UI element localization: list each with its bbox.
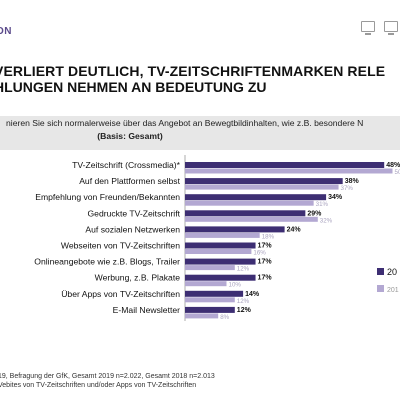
- data-label-2018: 8%: [220, 314, 229, 321]
- bar-2019: [185, 178, 343, 185]
- bar-2019: [185, 258, 256, 265]
- data-label-2019: 29%: [307, 210, 322, 217]
- bar-2018: [185, 168, 393, 174]
- bar-2018: [185, 200, 314, 206]
- data-label-2019: 24%: [287, 226, 302, 233]
- data-label-2018: 32%: [320, 217, 333, 224]
- bar-2019: [185, 274, 256, 281]
- category-label: Werbung, z.B. Plakate: [95, 273, 181, 283]
- brand-logo-text: ON: [0, 26, 12, 37]
- data-label-2019: 34%: [328, 194, 343, 201]
- bar-2018: [185, 281, 227, 287]
- bar-2018: [185, 265, 235, 271]
- bar-2018: [185, 184, 339, 190]
- bar-2019: [185, 194, 327, 201]
- bar-2018: [185, 313, 219, 319]
- data-label-2018: 12%: [237, 298, 250, 305]
- bar-2019: [185, 290, 244, 297]
- question-basis: (Basis: Gesamt): [97, 131, 163, 141]
- bar-2018: [185, 216, 318, 222]
- data-label-2019: 38%: [345, 178, 360, 185]
- data-label-2018: 31%: [316, 201, 329, 208]
- data-label-2019: 48%: [386, 162, 400, 169]
- data-label-2018: 16%: [253, 250, 266, 257]
- question-box: [0, 116, 400, 150]
- data-label-2019: 17%: [258, 259, 273, 266]
- bar-2019: [185, 210, 306, 217]
- legend-swatch-2019: [377, 268, 384, 275]
- monitor-icon[interactable]: [361, 21, 375, 35]
- data-label-2019: 17%: [258, 243, 273, 250]
- category-label: Über Apps von TV-Zeitschriften: [61, 289, 180, 299]
- category-label: Gedruckte TV-Zeitschrift: [88, 208, 181, 218]
- bar-2018: [185, 232, 260, 238]
- footer-source: 19, Befragung der GfK, Gesamt 2019 n=2.0…: [0, 373, 215, 380]
- bar-chart: TV-Zeitschrift (Crossmedia)* 48%50% Auf de…: [34, 155, 400, 321]
- footer-footnote: Vebites von TV-Zeitschriften und/oder Ap…: [0, 382, 197, 389]
- question-text: nieren Sie sich normalerweise über das A…: [6, 118, 364, 128]
- data-label-2019: 14%: [245, 291, 260, 298]
- category-label: Onlineangebote wie z.B. Blogs, Trailer: [34, 257, 180, 267]
- category-label: Auf den Plattformen selbst: [79, 176, 180, 186]
- data-label-2019: 12%: [237, 307, 252, 314]
- category-label: Empfehlung von Freunden/Bekannten: [35, 192, 180, 202]
- bar-2018: [185, 297, 235, 303]
- data-label-2018: 18%: [262, 233, 275, 240]
- footer-note: 19, Befragung der GfK, Gesamt 2019 n=2.0…: [0, 372, 215, 390]
- legend-label-2019: 20: [387, 267, 397, 277]
- bar-2019: [185, 226, 285, 233]
- top-bar: ON: [0, 0, 400, 50]
- data-label-2019: 17%: [258, 275, 273, 282]
- bar-2018: [185, 249, 252, 254]
- data-label-2018: 12%: [237, 266, 250, 273]
- legend-label-2018: 201: [387, 287, 399, 294]
- data-label-2018: 37%: [341, 185, 354, 192]
- bar-2019: [185, 162, 385, 168]
- bar-2019: [185, 242, 256, 249]
- category-label: E-Mail Newsletter: [113, 305, 180, 315]
- slide-title-line-1: VERLIERT DEUTLICH, TV-ZEITSCHRIFTENMARKE…: [0, 63, 386, 79]
- category-label: Auf sozialen Netzwerken: [85, 224, 180, 234]
- legend-swatch-2018: [377, 285, 384, 292]
- data-label-2018: 50%: [395, 169, 400, 176]
- monitor-icon-secondary[interactable]: [384, 21, 398, 35]
- bar-2019: [185, 306, 235, 313]
- data-label-2018: 10%: [229, 282, 242, 289]
- slide-title-line-2: HLUNGEN NEHMEN AN BEDEUTUNG ZU: [0, 79, 267, 95]
- category-label: Webseiten von TV-Zeitschriften: [61, 241, 180, 251]
- category-label: TV-Zeitschrift (Crossmedia)*: [72, 160, 181, 170]
